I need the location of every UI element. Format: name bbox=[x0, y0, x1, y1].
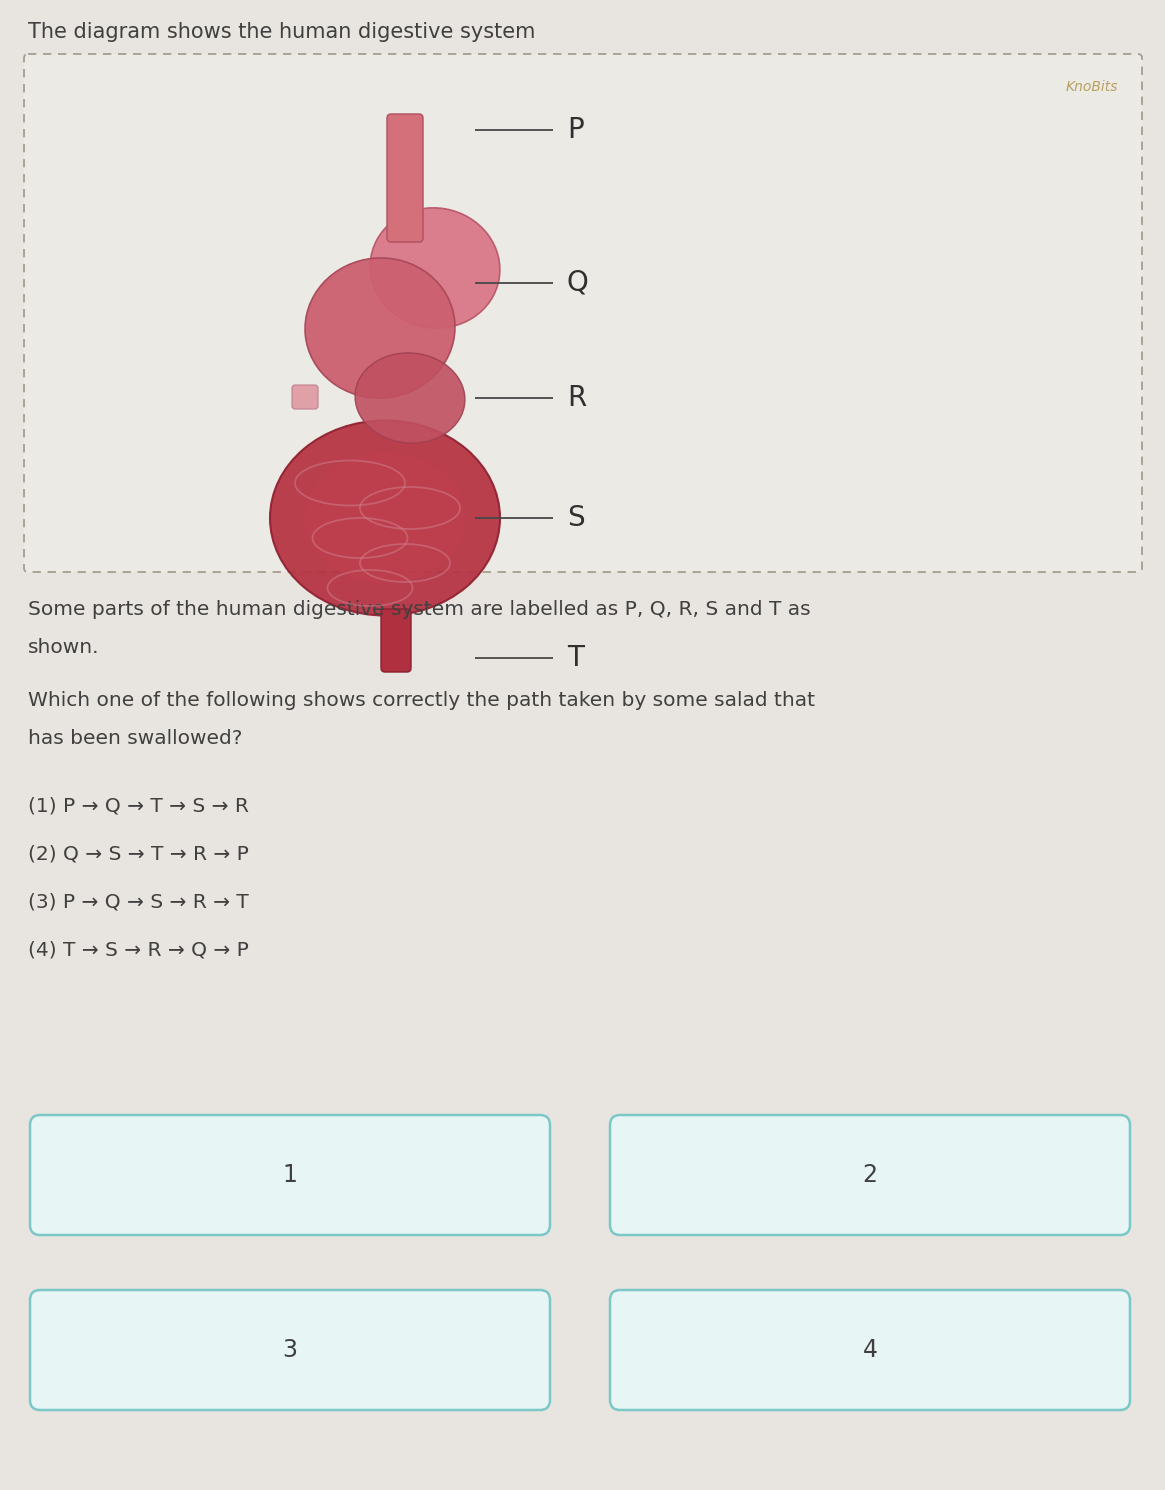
Text: 1: 1 bbox=[283, 1164, 297, 1188]
Text: Q: Q bbox=[567, 270, 588, 297]
Text: The diagram shows the human digestive system: The diagram shows the human digestive sy… bbox=[28, 22, 536, 42]
FancyBboxPatch shape bbox=[381, 609, 411, 672]
Ellipse shape bbox=[305, 258, 456, 398]
Text: 2: 2 bbox=[862, 1164, 877, 1188]
Ellipse shape bbox=[355, 353, 465, 443]
Ellipse shape bbox=[305, 453, 465, 583]
Text: 3: 3 bbox=[282, 1338, 297, 1362]
Text: KnoBits: KnoBits bbox=[1066, 80, 1118, 94]
Text: T: T bbox=[567, 644, 584, 672]
FancyBboxPatch shape bbox=[292, 384, 318, 408]
Text: has been swallowed?: has been swallowed? bbox=[28, 729, 242, 748]
FancyBboxPatch shape bbox=[30, 1290, 550, 1410]
FancyBboxPatch shape bbox=[610, 1290, 1130, 1410]
Text: (4) T → S → R → Q → P: (4) T → S → R → Q → P bbox=[28, 942, 249, 960]
Text: shown.: shown. bbox=[28, 638, 99, 657]
FancyBboxPatch shape bbox=[387, 115, 423, 241]
Text: Which one of the following shows correctly the path taken by some salad that: Which one of the following shows correct… bbox=[28, 691, 816, 711]
Text: 4: 4 bbox=[862, 1338, 877, 1362]
FancyBboxPatch shape bbox=[24, 54, 1142, 572]
Text: (1) P → Q → T → S → R: (1) P → Q → T → S → R bbox=[28, 797, 249, 817]
Text: R: R bbox=[567, 384, 586, 413]
Text: P: P bbox=[567, 116, 584, 145]
Ellipse shape bbox=[370, 207, 500, 328]
Text: S: S bbox=[567, 504, 585, 532]
FancyBboxPatch shape bbox=[610, 1115, 1130, 1235]
Text: (2) Q → S → T → R → P: (2) Q → S → T → R → P bbox=[28, 845, 249, 864]
FancyBboxPatch shape bbox=[30, 1115, 550, 1235]
Ellipse shape bbox=[270, 420, 500, 615]
Text: Some parts of the human digestive system are labelled as P, Q, R, S and T as: Some parts of the human digestive system… bbox=[28, 600, 811, 618]
Text: (3) P → Q → S → R → T: (3) P → Q → S → R → T bbox=[28, 893, 249, 912]
